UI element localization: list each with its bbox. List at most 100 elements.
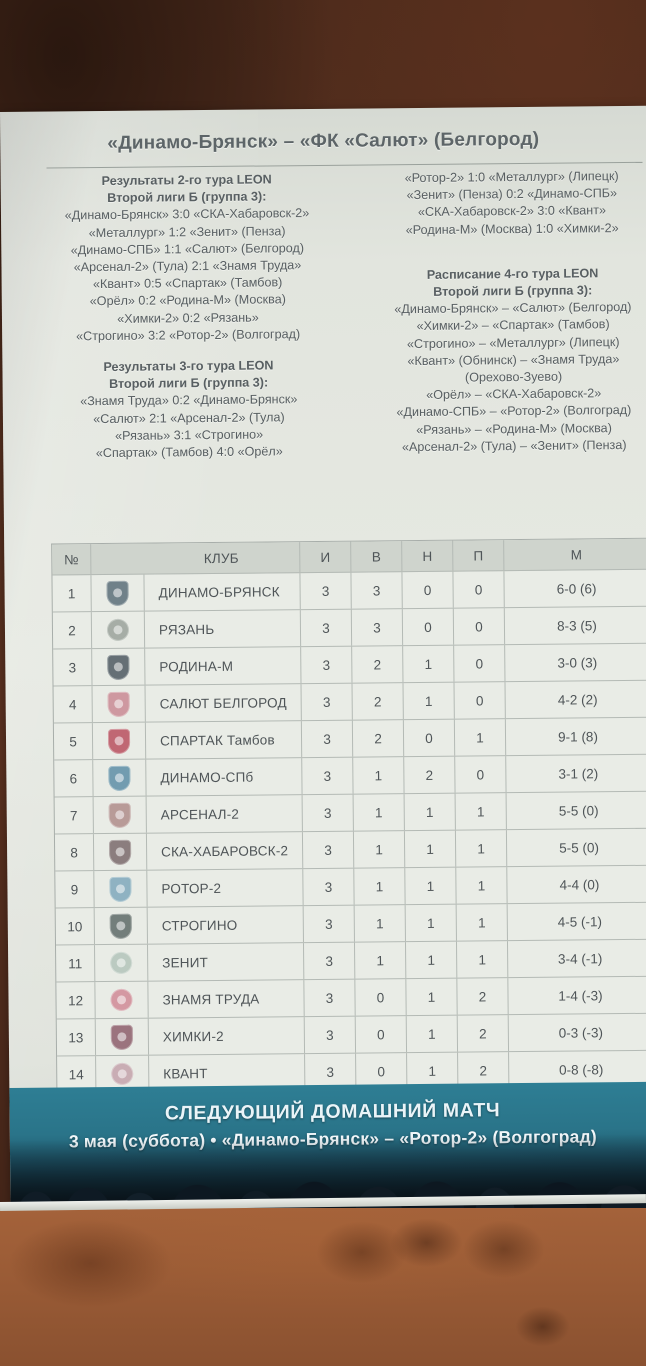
cell-v: 1 [354,905,406,942]
cell-i: 3 [303,868,355,906]
club-crest-icon [95,944,149,982]
cell-n: 2 [404,756,456,794]
header-played: И [300,541,352,573]
cell-m: 5-5 (0) [559,839,600,856]
table-row: 4 САЛЮТ БЕЛГОРОД 3 2 1 0 4-2 (2) [53,680,646,724]
table-row: 12 ЗНАМЯ ТРУДА 3 0 1 2 1-4 (-3) [56,976,646,1020]
crest-shape-icon [107,728,131,754]
club-crest-icon [91,574,145,612]
cell-i: 3 [300,609,353,647]
crest-shape-icon [107,691,130,717]
cell-i: 3 [301,720,354,758]
cell-club: ХИМКИ-2 [148,1017,306,1055]
header-goals: М [570,546,582,563]
cell-i: 3 [303,942,356,980]
right-text-column: «Ротор-2» 1:0 «Металлург» (Липецк) «Зени… [347,168,646,471]
banner-title: СЛЕДУЮЩИЙ ДОМАШНИЙ МАТЧ [164,1099,501,1125]
table-row: 9 РОТОР-2 3 1 1 1 4-4 (0) [55,865,646,909]
header-number: № [52,544,92,575]
cell-n: 1 [406,978,458,1016]
cell-club: ЗНАМЯ ТРУДА [148,980,305,1018]
cell-n: 1 [406,1015,459,1053]
table-row: 3 РОДИНА-М 3 2 1 0 3-0 (3) [53,643,646,687]
cell-m: 3-4 (-1) [557,950,603,967]
cell-num: 10 [55,908,95,945]
cell-v: 0 [355,979,407,1016]
cell-v: 3 [351,572,403,609]
crest-shape-icon [110,951,133,974]
crest-shape-icon [107,654,130,680]
table-row: 11 ЗЕНИТ 3 1 1 1 3-4 (-1) [56,939,646,983]
cell-club: СПАРТАК Тамбов [145,721,303,759]
table-row: 5 СПАРТАК Тамбов 3 2 0 1 9-1 (8) [53,717,646,761]
cell-i: 3 [304,1016,357,1054]
results-round-2-continued-block: «Ротор-2» 1:0 «Металлург» (Липецк) «Зени… [347,168,646,240]
results-round-2-block: Результаты 2-го тура LEON Второй лиги Б … [27,171,349,346]
club-crest-icon [94,870,148,908]
cell-club: ДИНАМО-БРЯНСК [144,573,301,611]
cell-v: 1 [353,757,405,794]
cell-num: 12 [56,982,96,1019]
cell-v: 1 [353,794,405,831]
table-row: 1 ДИНАМО-БРЯНСК 3 3 0 0 6-0 (6) [52,569,646,613]
cell-v: 1 [354,868,406,905]
cell-m: 4-2 (2) [557,691,598,708]
cell-n: 1 [404,793,456,831]
ground-surface [0,1208,646,1366]
cell-v: 1 [353,831,406,868]
results-round-2-line: «Динамо-Брянск» 3:0 «СКА-Хабаровск-2» [64,206,310,223]
cell-club: РЯЗАНЬ [144,610,302,648]
cell-v: 0 [355,1016,408,1053]
cell-v: 2 [352,683,404,720]
cell-num: 7 [54,797,94,834]
cell-i: 3 [302,757,354,795]
printed-program-sheet: «Динамо-Брянск» – «ФК «Салют» (Белгород)… [0,105,646,1218]
cell-m: 3-0 (3) [557,654,598,671]
club-crest-icon [91,611,146,649]
cell-club: ДИНАМО-СПб [146,758,303,796]
cell-i: 3 [300,572,352,610]
results-round-2-line: «Родина-М» (Москва) 1:0 «Химки-2» [405,220,619,237]
results-round-3-line: «Спартак» (Тамбов) 4:0 «Орёл» [95,444,283,461]
cell-club: ЗЕНИТ [147,943,305,981]
cell-p: 0 [455,756,507,793]
crest-shape-icon [106,618,130,641]
crest-shape-icon [111,1062,134,1085]
cell-p: 0 [454,645,506,682]
cell-club: САЛЮТ БЕЛГОРОД [145,684,302,722]
results-round-2-line: «Арсенал-2» (Тула) 2:1 «Знамя Труда» [73,258,302,275]
standings-table: № КЛУБ И В Н П М 1 ДИНАМО-БРЯНСК 3 3 0 0 6-0 (… [51,537,646,1168]
crest-shape-icon [106,580,129,606]
cell-club: АРСЕНАЛ-2 [146,795,303,833]
cell-p: 1 [456,904,508,941]
header-club: КЛУБ [143,542,301,574]
cell-p: 1 [456,941,509,978]
cell-p: 1 [454,719,507,756]
cell-m: 5-5 (0) [558,802,599,819]
crest-shape-icon [110,1024,134,1050]
crest-shape-icon [110,988,133,1011]
cell-n: 1 [403,682,455,720]
table-row: 2 РЯЗАНЬ 3 3 0 0 8-3 (5) [52,606,646,650]
club-crest-icon [94,907,148,945]
results-round-3-block: Результаты 3-го тура LEON Второй лиги Б … [28,357,349,463]
cell-m: 1-4 (-3) [558,987,603,1004]
crest-shape-icon [108,765,131,791]
table-row: 6 ДИНАМО-СПб 3 1 2 0 3-1 (2) [54,754,646,798]
club-crest-icon [92,648,146,686]
table-row: 7 АРСЕНАЛ-2 3 1 1 1 5-5 (0) [54,791,646,835]
cell-num: 13 [56,1019,97,1056]
cell-m: 0-3 (-3) [558,1024,604,1041]
cell-n: 1 [405,867,457,905]
club-crest-icon [93,759,147,797]
club-crest-icon [93,796,147,834]
cell-num: 11 [56,945,96,982]
title-divider [46,161,643,169]
cell-p: 0 [453,571,505,608]
cell-n: 0 [402,571,454,609]
cell-num: 4 [53,686,93,723]
cell-v: 2 [352,720,405,757]
cell-n: 0 [402,608,455,646]
club-crest-icon [95,981,149,1019]
cell-p: 1 [456,867,508,904]
